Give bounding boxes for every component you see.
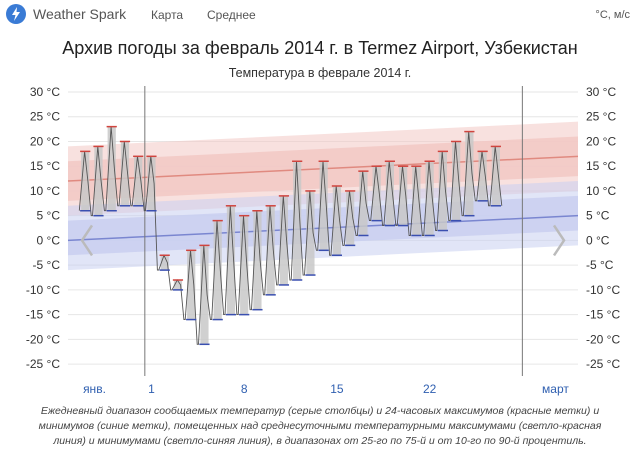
daily-range-bar — [332, 186, 342, 256]
y-tick-label-right: -25 °C — [586, 357, 620, 371]
daily-range-bar — [253, 210, 262, 310]
y-tick-label-right: 25 °C — [586, 110, 616, 124]
daily-range-bar — [173, 280, 183, 290]
y-tick-label-right: -15 °C — [586, 308, 620, 322]
y-tick-label-left: 20 °C — [30, 134, 60, 148]
daily-range-bar — [107, 126, 116, 211]
daily-range-bar — [160, 255, 169, 271]
daily-range-bar — [385, 161, 395, 226]
y-tick-label-right: 10 °C — [586, 184, 616, 198]
chevron-right-icon[interactable] — [552, 224, 566, 257]
x-tick-label: март — [542, 382, 569, 396]
daily-range-bar — [346, 190, 355, 246]
y-tick-label-left: 5 °C — [37, 209, 61, 223]
daily-range-bar — [399, 166, 408, 226]
daily-range-bar — [226, 205, 236, 315]
y-tick-label-left: -25 °C — [26, 357, 60, 371]
y-tick-label-left: -15 °C — [26, 308, 60, 322]
y-tick-label-left: 10 °C — [30, 184, 60, 198]
y-tick-label-right: -10 °C — [586, 283, 620, 297]
y-tick-label-left: -5 °C — [33, 258, 61, 272]
nav-average-link[interactable]: Среднее — [207, 8, 256, 22]
daily-range-bar — [266, 205, 275, 295]
y-tick-label-right: 15 °C — [586, 159, 616, 173]
top-bar: Weather Spark Карта Среднее °C, м/с — [0, 0, 640, 30]
daily-range-bar — [240, 215, 249, 315]
y-tick-label-right: 20 °C — [586, 134, 616, 148]
x-tick-label: 1 — [148, 382, 155, 396]
y-tick-label-right: 30 °C — [586, 85, 616, 99]
chevron-left-icon[interactable] — [80, 224, 94, 257]
daily-range-bar — [412, 166, 421, 236]
daily-range-bar — [279, 195, 289, 285]
y-tick-label-left: 15 °C — [30, 159, 60, 173]
daily-range-bar — [319, 161, 328, 251]
y-tick-label-right: 5 °C — [586, 209, 610, 223]
daily-range-bar — [134, 156, 143, 206]
y-tick-label-left: 0 °C — [37, 233, 61, 247]
daily-range-bar — [425, 161, 434, 236]
daily-range-bar — [147, 156, 156, 211]
daily-range-bar — [213, 220, 222, 320]
x-tick-label: 22 — [423, 382, 437, 396]
daily-range-bar — [491, 146, 500, 206]
daily-range-bar — [293, 161, 302, 280]
y-tick-label-right: -20 °C — [586, 332, 620, 346]
brand-name[interactable]: Weather Spark — [33, 6, 127, 22]
daily-range-bar — [200, 245, 209, 345]
x-tick-label: янв. — [83, 382, 106, 396]
daily-range-bar — [465, 131, 474, 216]
daily-range-bar — [306, 190, 315, 276]
temperature-chart: 30 °C 30 °C25 °C 25 °C20 °C 20 °C15 °C 15 °C… — [26, 85, 621, 396]
daily-range-bar — [478, 151, 487, 201]
daily-range-bar — [438, 151, 447, 231]
page-title: Архив погоды за февраль 2014 г. в Termez… — [62, 38, 578, 58]
daily-range-bar — [452, 141, 461, 221]
y-tick-label-left: -10 °C — [26, 283, 60, 297]
y-tick-label-left: 30 °C — [30, 85, 60, 99]
daily-range-bar — [359, 171, 368, 236]
y-tick-label-right: -5 °C — [586, 258, 614, 272]
y-tick-label-left: -20 °C — [26, 332, 60, 346]
nav-map-link[interactable]: Карта — [151, 8, 184, 22]
lightning-logo-icon[interactable] — [6, 4, 26, 24]
chart-caption: Ежедневный диапазон сообщаемых температу… — [38, 405, 602, 448]
x-tick-label: 15 — [330, 382, 344, 396]
daily-range-bar — [94, 146, 103, 216]
daily-range-bar — [187, 250, 196, 320]
units-selector[interactable]: °C, м/с — [595, 9, 630, 21]
x-tick-label: 8 — [241, 382, 248, 396]
daily-range-bar — [120, 141, 130, 206]
chart-title: Температура в феврале 2014 г. — [228, 66, 412, 80]
daily-range-bar — [372, 166, 381, 221]
temperature-trace — [78, 126, 503, 345]
y-tick-label-left: 25 °C — [30, 110, 60, 124]
daily-range-bar — [81, 151, 90, 211]
y-tick-label-right: 0 °C — [586, 233, 610, 247]
